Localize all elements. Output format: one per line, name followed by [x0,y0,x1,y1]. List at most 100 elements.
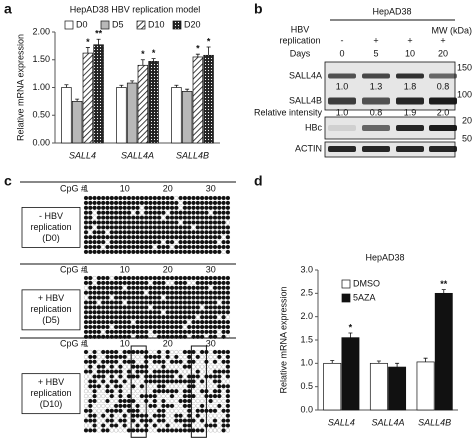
cpg-dot [139,394,144,399]
cpg-dot [169,423,175,428]
cpg-dot [161,205,166,210]
cpg-dot [212,285,218,290]
cpg-dot [118,359,123,364]
cpg-dot [88,394,93,399]
cpg-dot [161,384,166,389]
cpg-dot [178,329,183,334]
cpg-dot [212,290,218,295]
cpg-dot [217,398,222,404]
cpg-dot [122,295,127,300]
cpg-dot [182,290,187,295]
cpg-dot [83,195,89,201]
cpg-dot [178,230,183,235]
cpg-dot [105,290,110,295]
cpg-dot [217,329,222,334]
cpg-dot [126,428,132,433]
cpg-dot [83,320,89,325]
cpg-dot [105,364,110,369]
cpg-dot [96,240,101,245]
cpg-dot [182,210,187,215]
cpg-dot [212,384,218,389]
cpg-dot [88,300,93,305]
cpg-dot [208,374,213,379]
cpg-dot [83,359,89,364]
cpg-dot [126,364,132,369]
cpg-dot [212,244,218,250]
cpg-dot [101,285,106,290]
cpg-dot [118,398,123,404]
cpg-dot [118,305,123,310]
cpg-dot [204,230,209,235]
cpg-dot [225,215,230,220]
cpg-dot [113,240,119,245]
cpg-dot [225,200,230,205]
cpg-dot [113,310,119,315]
cpg-dot [139,389,144,394]
cpg-dot [139,235,144,240]
cpg-dot [191,249,196,254]
cpg-dot [122,384,127,389]
cpg-dot [182,305,187,310]
cpg-dot [92,389,97,394]
cpg-dot [182,235,187,240]
cpg-dot [126,240,132,245]
cpg-dot [221,418,226,423]
cpg-dot [105,215,110,220]
cpg-dot [92,240,97,245]
cpg-dot [144,315,149,320]
cpg-dot [96,315,101,320]
cpg-dot [174,295,179,300]
cpg-dot [195,389,200,394]
cpg-dot [92,413,97,418]
cpg-dot [178,220,183,225]
cpg-dot [208,310,213,315]
cpg-dot [225,389,230,394]
cpg-dot [113,275,119,281]
cpg-dot [212,210,218,215]
cpg-dot [178,403,183,408]
legend-label: D0 [76,19,88,29]
cpg-dot [131,275,136,281]
cpg-dot [96,290,101,295]
cpg-dot [174,374,179,379]
cpg-dot [200,329,205,334]
cpg-dot [113,290,119,295]
cpg-dot [195,230,200,235]
cpg-dot [105,285,110,290]
cpg-dot [83,310,89,315]
cpg-dot [139,408,144,413]
cpg-dot [126,205,132,210]
cpg-dot [187,320,192,325]
cpg-dot [105,320,110,325]
cpg-dot [225,235,230,240]
x-tick-label: SALL4B [176,150,209,160]
cpg-dot [144,320,149,325]
bar [388,366,407,411]
bar [369,362,388,411]
cpg-dot [92,379,97,384]
cpg-dot [101,230,106,235]
cpg-dot [191,225,196,230]
cpg-dot [157,235,162,240]
cpg-dot [165,384,170,389]
panel-label: a [4,1,12,17]
cpg-dot [83,285,89,290]
cpg-dot [191,275,196,281]
cpg-dot [122,413,127,418]
cpg-dot [200,315,205,320]
group-box [21,206,81,248]
cpg-dot [96,235,101,240]
cpg-dot [169,215,175,220]
cpg-dot [217,408,222,413]
cpg-dot [165,300,170,305]
cpg-dot [165,369,170,374]
cpg-dot [101,220,106,225]
cpg-dot [113,244,119,250]
cpg-dot [200,349,205,355]
cpg-dot [191,200,196,205]
cpg-dot [208,354,213,359]
cpg-dot [144,329,149,334]
cpg-dot [212,280,218,285]
cpg-dot [113,215,119,220]
cpg-dot [212,225,218,230]
